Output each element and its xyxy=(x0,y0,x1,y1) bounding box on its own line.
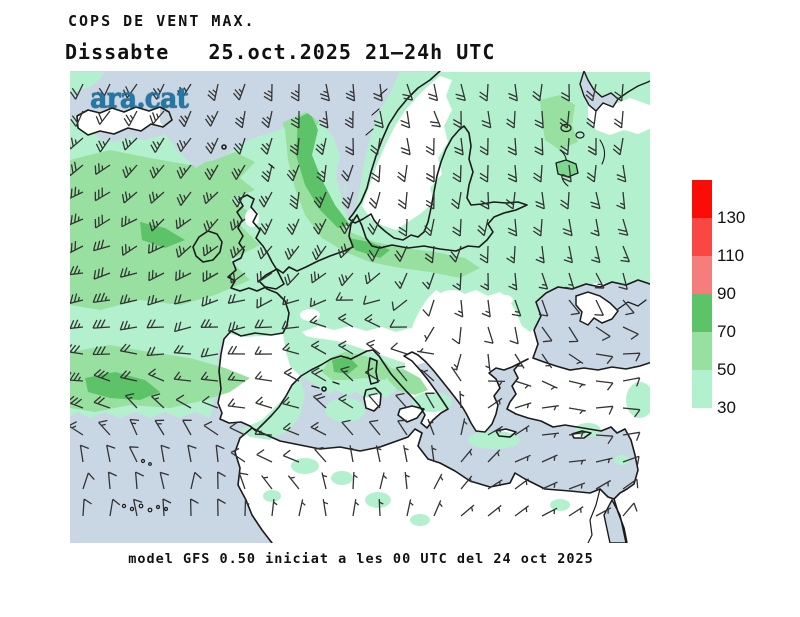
ara-cat-logo: ara.cat xyxy=(90,83,189,114)
legend-color-cell xyxy=(692,218,712,256)
legend-threshold-label: 50 xyxy=(717,360,736,379)
legend-threshold-label: 90 xyxy=(717,284,736,303)
white-sea xyxy=(579,71,619,112)
wind-barbs xyxy=(70,83,641,517)
norwegian-sea-blue xyxy=(330,71,400,220)
valid-time-subtitle: Dissabte 25.oct.2025 21–24h UTC xyxy=(65,40,496,64)
black-sea xyxy=(531,279,650,371)
legend-threshold-label: 110 xyxy=(717,246,745,265)
legend-color-cell xyxy=(692,370,712,408)
wind-barb-staffs xyxy=(70,83,641,517)
legend-color-cell xyxy=(692,180,712,218)
page-title: COPS DE VENT MAX. xyxy=(68,12,256,30)
legend-threshold-label: 70 xyxy=(717,322,736,341)
crimea-peninsula xyxy=(575,291,619,326)
legend-color-cell xyxy=(692,332,712,370)
legend-color-cell xyxy=(692,256,712,294)
model-caption: model GFS 0.50 iniciat a les 00 UTC del … xyxy=(128,551,594,567)
legend-color-cell xyxy=(692,294,712,332)
gust-scale-legend: 130 110 90 70 50 30 xyxy=(692,180,752,420)
north-atlantic-blue xyxy=(70,71,352,210)
legend-threshold-label: 130 xyxy=(717,208,746,227)
sea-overlays xyxy=(70,71,650,543)
legend-threshold-label: 30 xyxy=(717,398,736,417)
gust-area-70-90 xyxy=(85,112,390,400)
